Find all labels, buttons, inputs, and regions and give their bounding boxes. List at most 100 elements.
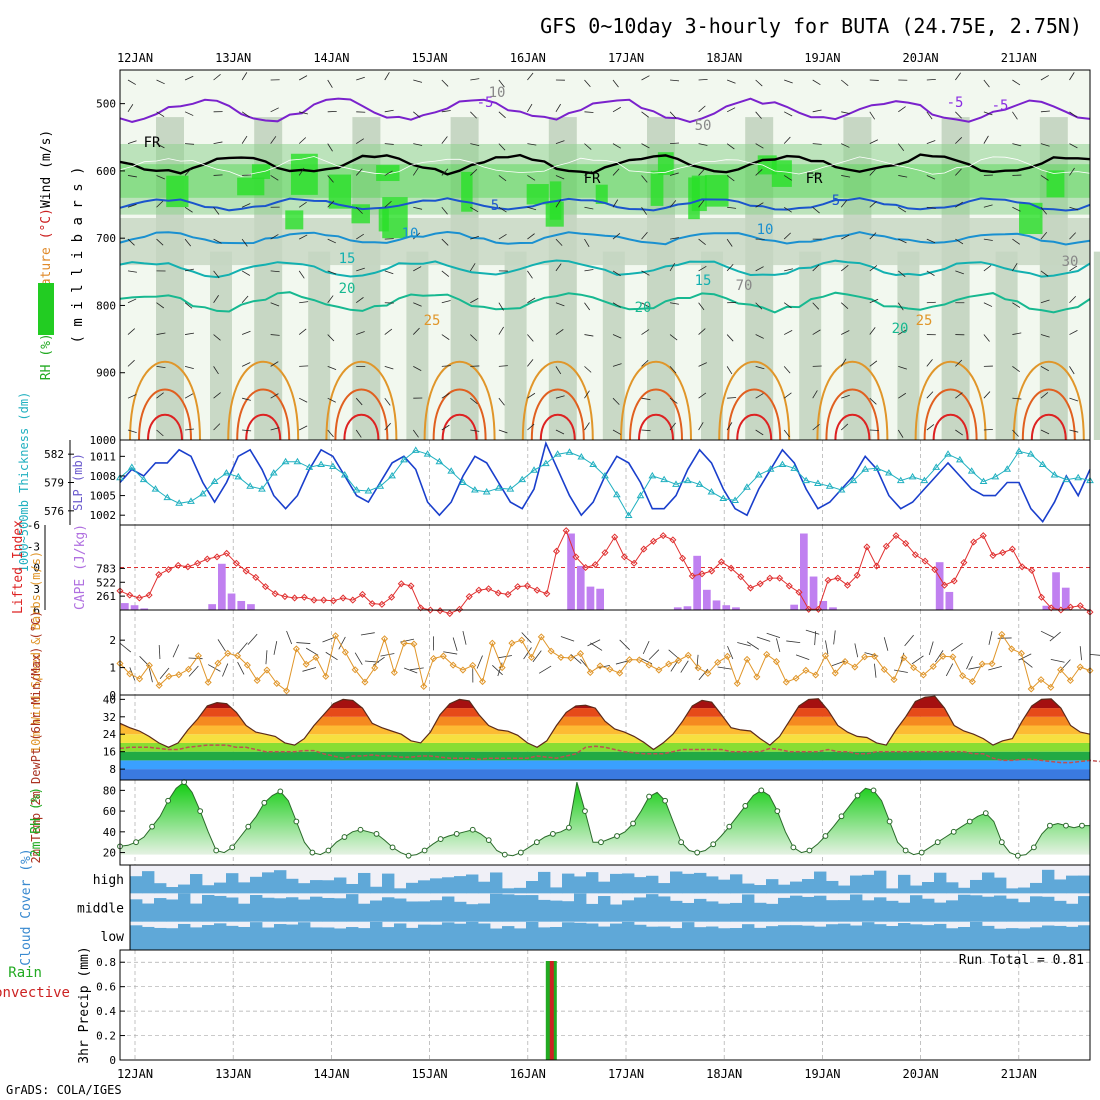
- y-tick-label: 700: [96, 232, 116, 245]
- panel-frame: [119, 609, 1091, 696]
- rh-marker: [726, 823, 733, 830]
- wind-barb: [360, 632, 375, 636]
- wind-speed-marker: [361, 678, 369, 686]
- rh-marker: [1079, 822, 1085, 829]
- wind-barb: [213, 334, 221, 341]
- contour-label: 15: [695, 273, 712, 289]
- thickness-marker: [482, 487, 491, 495]
- wind-barb: [298, 234, 308, 240]
- cloud-cell: [910, 895, 923, 922]
- wind-barb: [783, 175, 792, 181]
- wind-barb: [612, 397, 620, 405]
- wind-barb: [384, 422, 391, 431]
- cloud-cell: [202, 894, 215, 922]
- rh-shade-column: [308, 251, 331, 440]
- wind-barb: [1040, 207, 1047, 215]
- x-tick-label-bottom: 16JAN: [510, 1067, 546, 1081]
- wind-barb: [945, 663, 954, 677]
- wind-speed-marker: [537, 633, 545, 641]
- rh-marker: [822, 833, 829, 839]
- wind-barb: [127, 359, 135, 367]
- wind-barb: [869, 265, 878, 272]
- temp-band: [120, 769, 1090, 780]
- wind-barb: [926, 391, 934, 399]
- li-marker: [281, 593, 289, 601]
- wind-barb: [299, 301, 309, 304]
- li-marker: [630, 559, 638, 567]
- wind-barb: [184, 168, 192, 176]
- x-tick-label-bottom: 15JAN: [412, 1067, 448, 1081]
- wind-speed-marker: [763, 650, 771, 658]
- wind-barb: [869, 327, 876, 335]
- thickness-marker: [660, 475, 669, 483]
- wind-barb: [841, 330, 850, 335]
- cloud-cell: [730, 928, 743, 950]
- li-marker: [727, 564, 735, 572]
- thickness-marker: [743, 483, 751, 490]
- li-marker: [329, 597, 337, 605]
- wind-barb: [305, 647, 319, 656]
- wind-speed-marker: [224, 649, 232, 657]
- wind-speed-marker: [596, 662, 604, 670]
- wind-barb: [538, 665, 552, 674]
- wind-speed-marker: [527, 653, 536, 661]
- thickness-marker: [754, 470, 763, 478]
- wind-barb: [555, 238, 563, 246]
- wind-speed-marker: [743, 655, 751, 663]
- temp-band: [120, 708, 1090, 717]
- temp-contour-warm: [1021, 388, 1076, 441]
- cloud-cell: [778, 897, 791, 922]
- cloud-cell: [238, 882, 251, 894]
- thickness-marker: [979, 477, 988, 485]
- wind-barb: [1040, 429, 1050, 435]
- cloud-cell: [286, 924, 299, 950]
- cloud-cell: [178, 893, 191, 922]
- wind-barb: [470, 263, 476, 272]
- rh-patch: [376, 165, 400, 182]
- li-marker: [1028, 566, 1036, 574]
- rh-marker: [549, 831, 556, 837]
- wind-speed-marker: [821, 652, 829, 660]
- wind-barb: [413, 143, 423, 146]
- wind-barb: [1040, 270, 1049, 277]
- thickness-marker: [885, 469, 893, 476]
- cloud-cell: [142, 903, 155, 922]
- wind-speed-marker: [312, 653, 320, 661]
- cloud-cell: [442, 896, 455, 922]
- wind-speed-marker: [978, 660, 986, 668]
- wind-speed-marker: [1076, 663, 1084, 671]
- rh-patch: [237, 177, 265, 196]
- wind-barb: [298, 397, 308, 403]
- wind-barb: [840, 302, 849, 309]
- cloud-cell: [526, 921, 539, 950]
- contour-label: 10: [489, 85, 506, 101]
- thickness-marker: [435, 457, 444, 465]
- cloud-cell: [670, 900, 683, 922]
- rh-marker: [678, 839, 685, 846]
- cloud-cell: [310, 896, 323, 922]
- cloud-cell: [202, 925, 215, 950]
- wind-barb: [935, 650, 944, 663]
- thickness-marker: [281, 457, 290, 465]
- wind-barb: [955, 359, 963, 367]
- y-tick-label: 2: [109, 634, 116, 647]
- wind-barb: [441, 136, 448, 144]
- wind-barb: [527, 297, 536, 304]
- wind-barb: [926, 206, 936, 209]
- cloud-cell: [790, 925, 803, 950]
- cloud-cell: [262, 927, 275, 950]
- cloud-cell: [370, 886, 383, 894]
- wind-barb: [498, 206, 507, 213]
- wind-barb: [327, 175, 334, 183]
- cloud-cell: [886, 925, 899, 950]
- wind-barb: [555, 302, 565, 307]
- wind-barb: [555, 366, 562, 375]
- wind-barb: [498, 233, 507, 240]
- y-tick-label-left: 6: [33, 604, 40, 617]
- cloud-cell: [574, 922, 587, 950]
- cloud-cell: [142, 926, 155, 950]
- wind-barb: [470, 397, 478, 405]
- thickness-marker: [293, 457, 302, 465]
- y-axis-label-convective: Convective: [0, 985, 70, 1001]
- li-marker: [834, 574, 842, 582]
